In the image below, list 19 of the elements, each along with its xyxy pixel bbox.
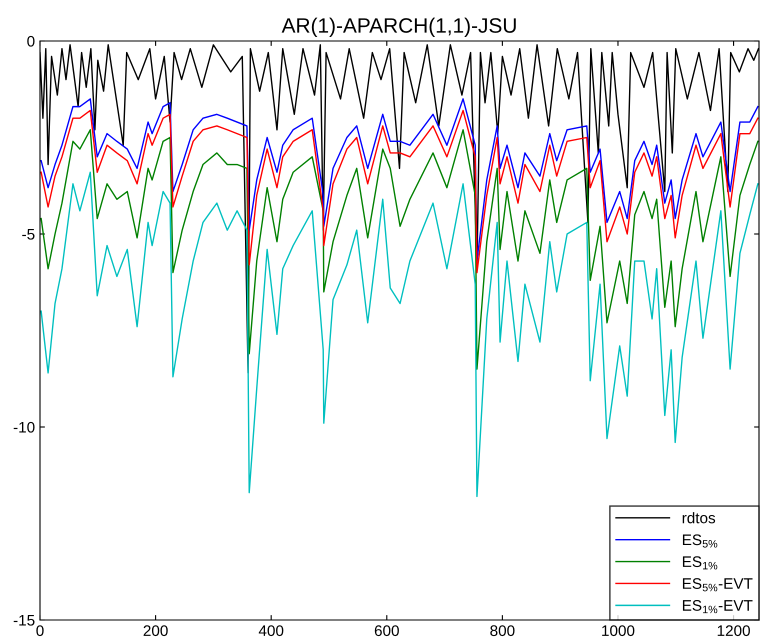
x-tick-label: 0	[36, 625, 44, 636]
x-tick-label: 1200	[718, 625, 750, 636]
y-tick-label: -5	[22, 229, 34, 240]
legend-label: ES$_{5%}$-EVT	[682, 578, 753, 592]
x-tick-label: 800	[490, 625, 515, 636]
legend-label: ES$_{1%}$-EVT	[682, 600, 753, 614]
x-tick-label: 200	[144, 625, 168, 636]
legend-label: ES$_{1%}$	[682, 556, 718, 570]
legend-label: rdtos	[682, 512, 716, 524]
y-tick-label: -10	[14, 422, 35, 433]
y-tick-label: 0	[27, 36, 35, 47]
x-tick-label: 600	[374, 625, 399, 636]
line-series	[40, 172, 759, 498]
line-series	[40, 129, 759, 370]
legend-label: ES$_{5%}$	[682, 534, 718, 548]
y-tick-label: -15	[14, 615, 34, 626]
x-tick-label: 400	[258, 625, 284, 636]
chart-title: AR(1)-APARCH(1,1)-JSU	[282, 18, 516, 37]
x-tick-label: 1000	[602, 625, 634, 636]
